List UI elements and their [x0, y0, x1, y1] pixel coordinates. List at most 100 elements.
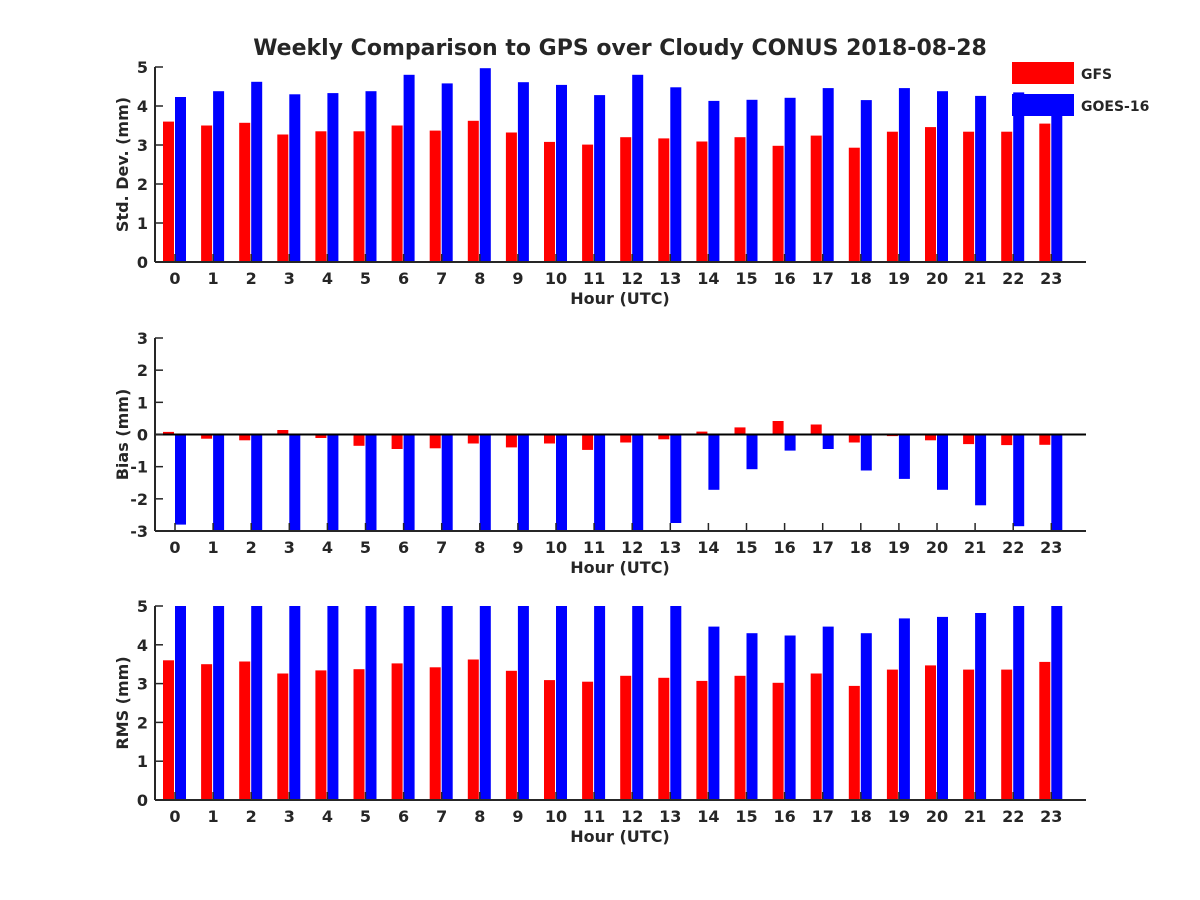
bias-xtick-label: 9	[512, 538, 523, 557]
std-dev-xtick-label: 6	[398, 269, 409, 288]
bias-bar-gfs-3	[277, 430, 289, 435]
std-dev-xtick-label: 18	[850, 269, 872, 288]
std-dev-bar-goes16-15	[746, 99, 758, 262]
bias-bar-goes16-17	[822, 434, 834, 449]
std-dev-xtick-label: 14	[697, 269, 719, 288]
std-dev-xtick-label: 10	[545, 269, 567, 288]
std-dev-bar-gfs-8	[467, 120, 479, 262]
rms-xtick-label: 9	[512, 807, 523, 826]
rms-bar-goes16-20	[937, 616, 948, 800]
bias-bar-gfs-4	[315, 434, 327, 438]
rms-bar-gfs-13	[658, 677, 670, 800]
legend-swatch-goes16	[1012, 94, 1074, 116]
rms-bar-gfs-17	[810, 673, 822, 800]
std-dev-xtick-label: 0	[169, 269, 180, 288]
bias-bar-gfs-23	[1039, 434, 1051, 445]
rms-bar-goes16-8	[479, 606, 491, 800]
bias-bar-gfs-1	[201, 434, 213, 439]
bias-ylabel: Bias (mm)	[113, 389, 132, 481]
std-dev-bar-goes16-16	[784, 97, 796, 262]
std-dev-bar-gfs-23	[1039, 123, 1051, 262]
rms-ylabel: RMS (mm)	[113, 656, 132, 749]
std-dev-ytick-label: 3	[137, 136, 148, 155]
std-dev-bar-goes16-23	[1051, 102, 1063, 262]
bias-bar-gfs-10	[544, 434, 555, 444]
rms-ytick-label: 5	[137, 597, 148, 616]
rms-xtick-label: 21	[964, 807, 986, 826]
rms-bar-goes16-23	[1051, 606, 1063, 800]
bias-xtick-label: 17	[812, 538, 834, 557]
std-dev-bar-gfs-22	[1001, 131, 1013, 262]
rms-xtick-label: 16	[773, 807, 795, 826]
rms-bar-goes16-2	[251, 606, 263, 800]
rms-bar-goes16-21	[975, 613, 987, 800]
rms-xtick-label: 11	[583, 807, 605, 826]
bias-xtick-label: 23	[1040, 538, 1062, 557]
std-dev-bar-goes16-0	[175, 97, 186, 262]
bias-xtick-label: 18	[850, 538, 872, 557]
bias-bar-goes16-7	[441, 434, 453, 531]
std-dev-xtick-label: 16	[773, 269, 795, 288]
std-dev-xtick-label: 22	[1002, 269, 1024, 288]
rms-bar-goes16-22	[1013, 606, 1025, 800]
rms-xtick-label: 5	[360, 807, 371, 826]
rms-bar-goes16-15	[746, 633, 758, 800]
bias-bar-gfs-22	[1001, 434, 1013, 446]
bias-ytick-label: 3	[137, 329, 148, 348]
rms-xtick-label: 18	[850, 807, 872, 826]
rms-bar-goes16-5	[365, 606, 377, 800]
bias-bar-goes16-9	[517, 434, 529, 531]
bias-xtick-label: 19	[888, 538, 910, 557]
std-dev-bar-goes16-1	[213, 91, 225, 262]
rms-ytick-label: 2	[137, 713, 148, 732]
rms-xtick-label: 1	[208, 807, 219, 826]
std-dev-xtick-label: 15	[735, 269, 757, 288]
bias-bar-gfs-20	[925, 434, 936, 441]
bias-xtick-label: 13	[659, 538, 681, 557]
std-dev-bar-goes16-18	[860, 100, 872, 262]
rms-bar-gfs-4	[315, 670, 327, 800]
std-dev-xtick-label: 8	[474, 269, 485, 288]
std-dev-xtick-label: 19	[888, 269, 910, 288]
rms-bar-goes16-14	[708, 626, 720, 800]
std-dev-bar-gfs-16	[772, 145, 784, 262]
bias-bar-goes16-19	[898, 434, 910, 479]
bias-bar-goes16-22	[1013, 434, 1025, 527]
bias-bar-goes16-0	[175, 434, 186, 525]
bias-bar-goes16-16	[784, 434, 796, 451]
bias-xtick-label: 22	[1002, 538, 1024, 557]
rms-ytick-label: 4	[137, 636, 148, 655]
bias-bar-goes16-14	[708, 434, 720, 490]
rms-bar-gfs-20	[925, 665, 936, 800]
std-dev-bar-goes16-4	[327, 93, 339, 262]
bias-ytick-label: -1	[130, 458, 148, 477]
rms-bar-gfs-8	[467, 659, 479, 800]
bias-bar-goes16-10	[556, 434, 567, 531]
rms-bar-gfs-10	[544, 680, 555, 800]
std-dev-bar-goes16-5	[365, 91, 377, 262]
std-dev-bar-goes16-6	[403, 74, 415, 262]
bias-bar-gfs-16	[772, 421, 784, 435]
rms-ytick-label: 3	[137, 675, 148, 694]
bias-xtick-label: 0	[169, 538, 180, 557]
bias-xtick-label: 15	[735, 538, 757, 557]
std-dev-bar-gfs-15	[734, 137, 746, 262]
std-dev-bar-goes16-3	[289, 94, 301, 262]
rms-bar-goes16-3	[289, 606, 301, 800]
rms-xtick-label: 7	[436, 807, 447, 826]
bias-xtick-label: 12	[621, 538, 643, 557]
std-dev-bar-gfs-12	[620, 137, 632, 262]
std-dev-bar-gfs-4	[315, 131, 327, 262]
rms-bar-gfs-0	[163, 660, 174, 800]
bias-bar-gfs-2	[239, 434, 251, 441]
bias-bar-goes16-3	[289, 434, 301, 531]
std-dev-bar-goes16-10	[556, 84, 567, 263]
std-dev-bar-gfs-14	[696, 141, 708, 262]
std-dev-xtick-label: 21	[964, 269, 986, 288]
rms-bar-gfs-5	[353, 669, 365, 800]
bias-bar-goes16-18	[860, 434, 872, 471]
bias-bar-goes16-5	[365, 434, 377, 531]
bias-bar-gfs-11	[582, 434, 594, 450]
rms-bar-gfs-3	[277, 673, 289, 800]
